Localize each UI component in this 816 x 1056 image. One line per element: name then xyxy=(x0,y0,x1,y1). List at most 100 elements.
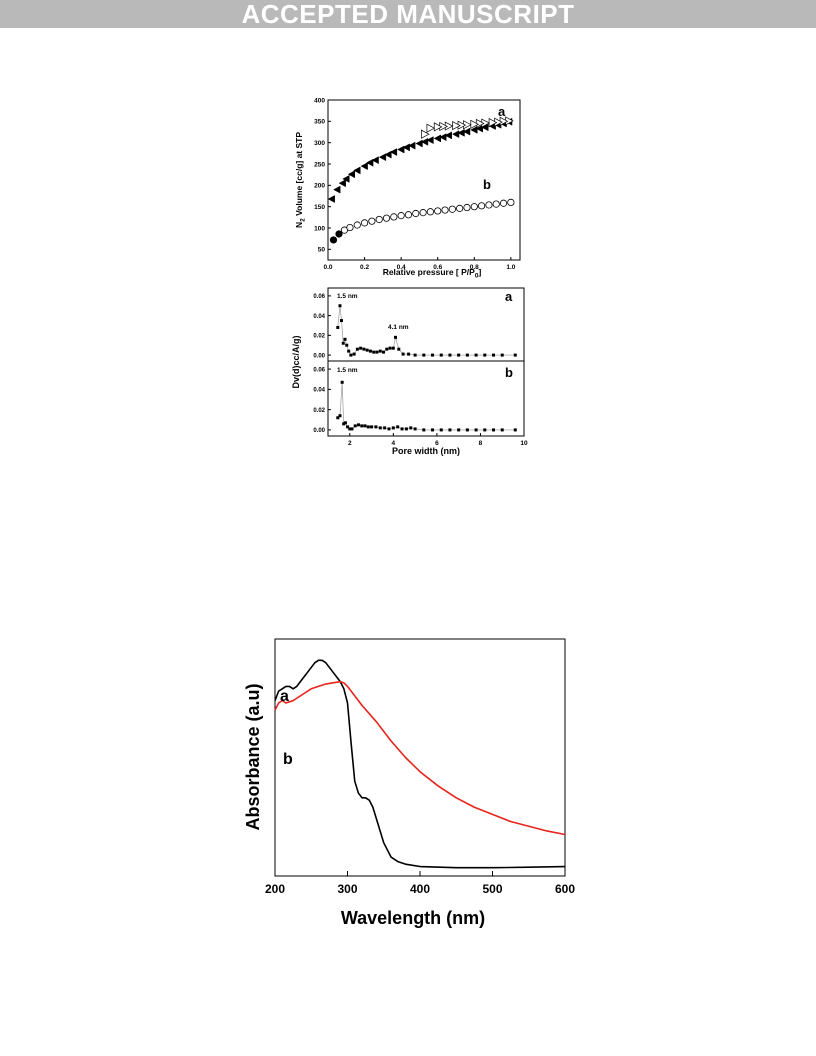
isotherm-x-tick-label: 0.8 xyxy=(470,264,479,271)
isotherm-point-b xyxy=(346,223,354,232)
uv-x-tick-label: 500 xyxy=(482,882,502,896)
isotherm-series-label-b: b xyxy=(483,177,491,192)
isotherm-point-b xyxy=(329,236,338,244)
pore-point-b xyxy=(336,416,340,420)
isotherm-point-b xyxy=(470,203,478,211)
pore-y-tick-label: 0.04 xyxy=(313,388,325,394)
isotherm-plot-frame xyxy=(327,99,521,261)
pore-point-b xyxy=(348,427,352,431)
pore-point-b xyxy=(374,425,378,429)
pore-point-b xyxy=(356,423,360,427)
isotherm-point-b xyxy=(382,214,391,222)
pore-point-a xyxy=(391,346,395,350)
isotherm-point-b xyxy=(375,215,383,224)
pore-point-b xyxy=(396,425,400,429)
pore-point-b xyxy=(513,428,517,432)
isotherm-series-label-a: a xyxy=(498,104,506,119)
isotherm-chart: 0.0 0.2 0.4 0.6 0.8 1.0 50 100 150 200 250 300 350 4… xyxy=(294,97,521,280)
isotherm-y-axis-label: N2 Volume [cc/g] at STP xyxy=(294,132,307,228)
uv-plot-frame xyxy=(274,638,566,877)
isotherm-point-b xyxy=(390,213,398,221)
isotherm-x-tick-label: 0.4 xyxy=(397,264,406,271)
isotherm-point-a xyxy=(353,166,361,175)
pore-point-a xyxy=(352,352,356,356)
isotherm-point-a xyxy=(457,128,465,137)
pore-point-b xyxy=(378,426,382,430)
isotherm-point-b xyxy=(412,209,420,218)
pore-y-tick-label: 0.02 xyxy=(313,408,325,414)
isotherm-x-tick-label: 0.2 xyxy=(360,264,369,271)
isotherm-point-a xyxy=(433,134,441,143)
pore-y-tick-label: 0.00 xyxy=(313,353,325,359)
uv-x-axis-label: Wavelength (nm) xyxy=(341,908,485,928)
pore-point-a xyxy=(513,353,517,357)
isotherm-point-a xyxy=(384,150,392,159)
isotherm-point-b xyxy=(499,199,508,207)
pore-y-tick-label: 0.06 xyxy=(313,367,325,373)
pore-point-a xyxy=(340,319,344,323)
pore-point-b xyxy=(338,414,342,418)
pore-point-b xyxy=(457,428,461,432)
pore-point-a xyxy=(362,347,366,351)
isotherm-point-a xyxy=(402,143,410,152)
pore-x-tick-label: 8 xyxy=(479,440,483,447)
isotherm-point-a xyxy=(444,131,452,140)
pore-point-b xyxy=(366,425,370,429)
isotherm-point-a-desorption xyxy=(426,123,436,133)
pore-point-b xyxy=(413,427,417,431)
isotherm-point-b xyxy=(456,204,464,212)
pore-point-b xyxy=(500,428,504,432)
pore-plot-frame xyxy=(327,287,525,437)
isotherm-point-b xyxy=(507,198,515,206)
pore-point-b xyxy=(340,380,344,384)
uv-series-line-b xyxy=(274,680,566,836)
pore-point-b xyxy=(360,424,364,428)
pore-point-b xyxy=(483,428,487,432)
manuscript-banner: ACCEPTED MANUSCRIPT xyxy=(0,0,816,28)
pore-point-a xyxy=(492,353,496,357)
isotherm-point-a xyxy=(371,156,379,165)
pore-point-b xyxy=(342,422,346,426)
isotherm-point-b xyxy=(404,211,413,219)
pore-y-tick-label: 0.00 xyxy=(313,428,325,434)
pore-point-a xyxy=(345,343,349,347)
uv-series-line-a xyxy=(274,659,566,869)
pore-point-a xyxy=(359,346,363,350)
isotherm-point-b xyxy=(360,219,369,227)
isotherm-point-a xyxy=(439,133,447,142)
uv-x-tick-label: 300 xyxy=(337,882,357,896)
isotherm-y-tick-label: 50 xyxy=(318,247,326,254)
isotherm-point-b xyxy=(368,217,376,225)
pore-point-a xyxy=(448,353,452,357)
isotherm-point-a xyxy=(389,148,398,156)
pore-point-a xyxy=(385,347,389,351)
pore-y-tick-label: 0.06 xyxy=(313,294,325,300)
isotherm-point-b xyxy=(426,208,434,216)
isotherm-point-a xyxy=(451,130,460,139)
isotherm-x-tick-label: 1.0 xyxy=(506,264,515,271)
pore-point-b xyxy=(422,428,426,432)
pore-point-a xyxy=(365,348,369,352)
isotherm-y-tick-label: 200 xyxy=(314,183,325,190)
pore-series-label-b: b xyxy=(505,365,513,380)
isotherm-point-b xyxy=(397,212,405,220)
isotherm-point-b xyxy=(419,209,427,217)
pore-x-tick-label: 4 xyxy=(392,440,396,447)
pore-point-a xyxy=(394,335,398,339)
isotherm-point-a xyxy=(415,139,423,148)
pore-y-tick-label: 0.04 xyxy=(313,314,325,320)
pore-point-b xyxy=(346,425,350,429)
pore-point-b xyxy=(492,428,496,432)
isotherm-point-b xyxy=(477,202,486,210)
pore-point-b xyxy=(343,421,347,425)
pore-x-tick-label: 6 xyxy=(435,440,439,447)
pore-annotation-a-1-5nm: 1.5 nm xyxy=(337,293,358,300)
pore-point-a xyxy=(382,350,386,354)
pore-point-b xyxy=(474,428,478,432)
isotherm-point-a xyxy=(408,141,416,150)
pore-point-b xyxy=(383,426,387,430)
pore-series-line-b xyxy=(337,382,516,431)
pore-series-label-a: a xyxy=(505,289,513,304)
pore-point-a xyxy=(388,346,392,350)
